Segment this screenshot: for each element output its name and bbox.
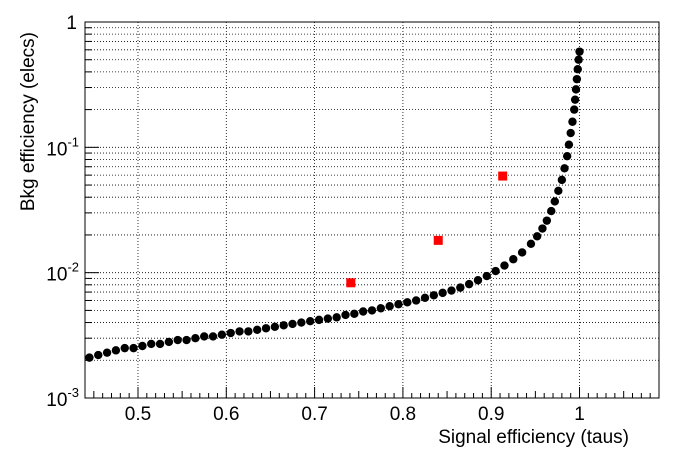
y-axis-title: Bkg efficiency (elecs) <box>18 32 39 211</box>
x-tick-label: 0.7 <box>301 404 327 425</box>
data-point-circle <box>147 339 156 349</box>
data-point-circle <box>341 310 350 320</box>
data-point-circle <box>270 322 280 331</box>
data-point-circle <box>217 330 227 339</box>
data-point-circle <box>573 65 582 74</box>
data-point-circle <box>323 314 333 323</box>
data-point-circle <box>574 55 583 64</box>
data-point-circle <box>403 298 412 307</box>
data-point-circle <box>279 321 288 330</box>
data-point-circle <box>332 313 341 322</box>
y-tick-label: 1 <box>66 13 77 34</box>
x-tick-label: 1 <box>574 404 585 425</box>
data-point-circle <box>182 335 191 345</box>
data-point-circle <box>111 346 121 355</box>
data-point-circle <box>572 74 582 84</box>
x-axis-title: Signal efficiency (taus) <box>438 427 629 448</box>
data-point-circle <box>447 286 456 295</box>
data-point-circle <box>547 206 556 216</box>
data-point-circle <box>85 353 94 362</box>
data-point-circle <box>226 328 235 338</box>
data-point-circle <box>411 296 421 305</box>
data-point-square <box>498 171 508 181</box>
data-marks <box>85 47 584 362</box>
data-point-circle <box>138 341 147 351</box>
data-point-circle <box>129 343 138 353</box>
data-point-circle <box>429 291 439 300</box>
data-point-circle <box>173 335 182 345</box>
y-tick-label: 10-2 <box>46 260 79 286</box>
data-point-square <box>433 235 443 245</box>
x-tick-label: 0.8 <box>390 404 416 425</box>
plot-frame <box>84 21 660 399</box>
data-point-circle <box>566 128 575 138</box>
data-point-circle <box>314 315 324 325</box>
data-point-circle <box>482 271 491 281</box>
y-tick-label: 10-1 <box>46 134 79 160</box>
data-point-circle <box>456 283 465 292</box>
data-point-circle <box>550 197 559 206</box>
data-point-circle <box>261 324 271 333</box>
data-point-circle <box>517 248 527 257</box>
data-point-circle <box>560 164 569 173</box>
data-point-circle <box>570 105 579 114</box>
data-point-circle <box>120 343 129 353</box>
data-point-circle <box>438 288 447 298</box>
data-point-square <box>346 278 356 288</box>
data-point-circle <box>155 339 165 349</box>
data-point-circle <box>288 319 297 329</box>
data-point-circle <box>358 307 368 316</box>
x-tick-label: 0.5 <box>125 404 151 425</box>
data-point-circle <box>562 151 572 161</box>
data-point-circle <box>542 216 552 225</box>
data-point-circle <box>235 327 244 336</box>
data-point-circle <box>164 337 174 347</box>
data-point-circle <box>568 117 577 126</box>
data-point-circle <box>200 332 209 341</box>
data-point-circle <box>244 327 253 336</box>
data-point-circle <box>297 318 306 327</box>
data-point-circle <box>102 348 112 357</box>
data-point-circle <box>491 266 500 276</box>
data-point-circle <box>575 47 584 56</box>
data-point-circle <box>394 300 403 309</box>
y-tick-label: 10-3 <box>46 385 79 411</box>
data-point-circle <box>420 293 430 303</box>
data-point-circle <box>253 325 262 335</box>
data-point-circle <box>473 276 483 285</box>
data-point-circle <box>532 232 542 241</box>
data-point-circle <box>208 332 218 341</box>
data-point-circle <box>570 95 580 104</box>
data-point-circle <box>554 186 563 195</box>
data-point-circle <box>500 261 509 270</box>
data-point-circle <box>350 309 359 318</box>
data-point-circle <box>305 316 315 326</box>
axes <box>84 21 660 399</box>
data-point-circle <box>564 140 574 149</box>
data-point-circle <box>571 85 581 94</box>
data-point-circle <box>557 175 567 185</box>
tick-labels: 0.5 0.6 0.7 0.8 0.9 1 10-3 10-2 10-1 1 <box>46 13 585 425</box>
data-point-circle <box>538 224 547 233</box>
data-point-circle <box>191 334 200 343</box>
data-point-circle <box>526 239 536 248</box>
x-tick-label: 0.6 <box>213 404 239 425</box>
x-tick-label: 0.9 <box>478 404 504 425</box>
data-point-circle <box>376 304 386 313</box>
data-point-circle <box>94 350 103 360</box>
data-point-circle <box>367 306 377 315</box>
data-point-circle <box>385 302 394 311</box>
data-point-circle <box>509 255 518 264</box>
data-point-circle <box>464 279 474 289</box>
